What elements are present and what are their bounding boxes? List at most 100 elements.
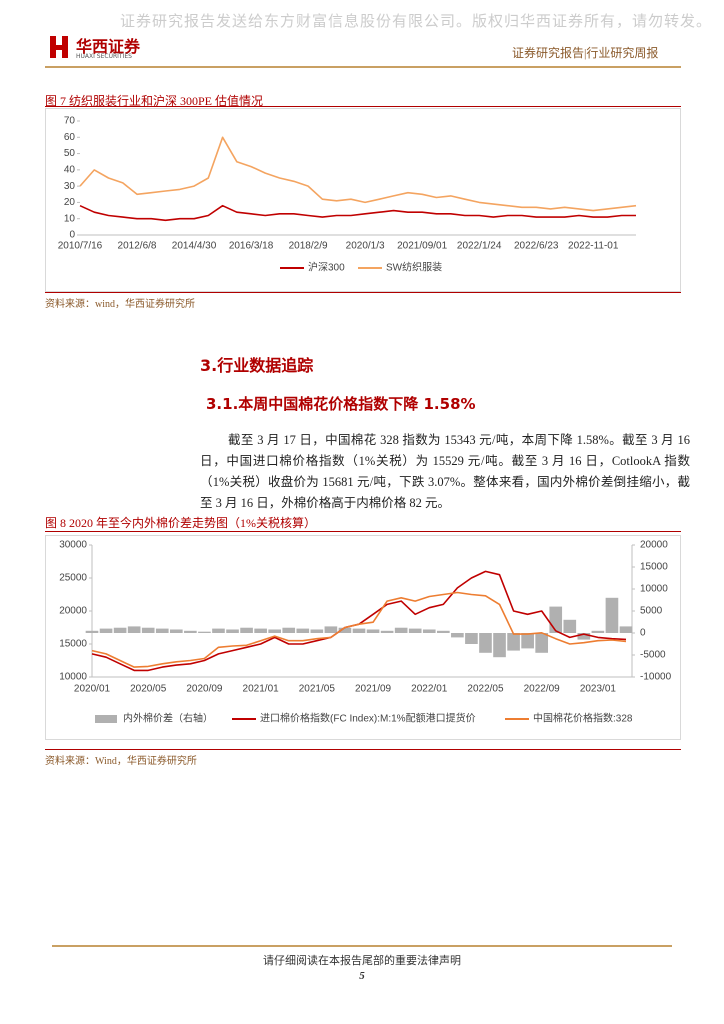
y2-tick-label: -10000 bbox=[640, 672, 672, 683]
bar bbox=[85, 630, 99, 633]
x-tick-label: 2018/2/9 bbox=[289, 241, 328, 252]
frame bbox=[45, 108, 681, 292]
series-line bbox=[79, 136, 637, 212]
bar bbox=[184, 630, 197, 633]
y2-tick-label: 5000 bbox=[640, 606, 663, 617]
y2-tick-label: 0 bbox=[640, 628, 646, 639]
bar bbox=[99, 628, 113, 633]
x-tick-label: 2020/09 bbox=[186, 684, 223, 695]
series-line bbox=[91, 570, 627, 672]
series-line bbox=[91, 591, 627, 668]
bar bbox=[451, 633, 464, 638]
x-tick-label: 2022/6/23 bbox=[514, 241, 559, 252]
bar bbox=[226, 629, 239, 633]
legend-label: 内外棉价差（右轴） bbox=[123, 712, 213, 725]
x-tick-label: 2020/01 bbox=[74, 684, 111, 695]
source: 资料来源：wind，华西证券研究所 bbox=[45, 299, 195, 310]
x-tick-label: 2016/3/18 bbox=[229, 241, 274, 252]
bar bbox=[422, 629, 436, 633]
y-tick-label: 0 bbox=[69, 230, 75, 241]
logo-cn: 华西证券 bbox=[76, 37, 141, 56]
x-tick-label: 2022/09 bbox=[524, 684, 561, 695]
bar bbox=[577, 633, 591, 640]
bar bbox=[521, 633, 534, 649]
bar bbox=[493, 633, 506, 658]
watermark: 证券研究报告发送给东方财富信息股份有限公司。版权归华西证券所有，请勿转发。 bbox=[120, 14, 713, 30]
legend-label: 进口棉价格指数(FC Index):M:1%配额港口提货价 bbox=[260, 712, 476, 725]
x-tick-label: 2022/05 bbox=[467, 684, 504, 695]
figure-caption: 图 7 纺织服装行业和沪深 300PE 估值情况 bbox=[45, 94, 264, 108]
page-number: 5 bbox=[359, 970, 365, 982]
legend-label: SW纺织服装 bbox=[386, 261, 442, 274]
y-tick-label: 20 bbox=[64, 197, 76, 208]
y-tick-label: 70 bbox=[64, 116, 76, 127]
y-tick-label: 30 bbox=[64, 181, 76, 192]
y-tick-label: 20000 bbox=[59, 606, 87, 617]
x-tick-label: 2021/09/01 bbox=[397, 241, 447, 252]
y-tick-label: 10000 bbox=[59, 672, 87, 683]
legend-swatch bbox=[95, 715, 117, 723]
bar bbox=[591, 630, 605, 633]
source: 资料来源：Wind，华西证券研究所 bbox=[45, 756, 197, 767]
bar bbox=[507, 633, 520, 651]
y2-tick-label: 20000 bbox=[640, 540, 668, 551]
x-tick-label: 2021/05 bbox=[299, 684, 336, 695]
bar bbox=[366, 629, 380, 633]
bar bbox=[155, 628, 169, 633]
bar bbox=[113, 627, 127, 633]
bar bbox=[127, 626, 141, 633]
bar bbox=[563, 619, 577, 633]
source-rule bbox=[45, 749, 681, 750]
bar bbox=[254, 628, 267, 633]
bar bbox=[296, 628, 310, 633]
bar bbox=[212, 628, 225, 633]
x-tick-label: 2010/7/16 bbox=[58, 241, 103, 252]
x-tick-label: 2020/1/3 bbox=[346, 241, 385, 252]
bar bbox=[619, 626, 633, 633]
caption-rule bbox=[45, 531, 681, 532]
source-rule bbox=[45, 292, 681, 293]
x-tick-label: 2022-11-01 bbox=[568, 241, 619, 252]
bar bbox=[240, 627, 253, 633]
bar bbox=[268, 629, 282, 633]
y-tick-label: 10 bbox=[64, 213, 76, 224]
bar bbox=[479, 633, 492, 653]
bar bbox=[465, 633, 478, 644]
y2-tick-label: -5000 bbox=[640, 650, 666, 661]
bar bbox=[198, 631, 211, 633]
bar bbox=[310, 629, 324, 633]
cotton-chart: 10000 15000 20000 25000 30000 -10000 -5000 0 500… bbox=[45, 535, 681, 740]
bar bbox=[338, 627, 352, 633]
bar bbox=[605, 597, 619, 633]
series-line bbox=[79, 204, 636, 222]
bar bbox=[352, 628, 366, 633]
y2-tick-label: 15000 bbox=[640, 562, 668, 573]
section-subtitle: 3.1.本周中国棉花价格指数下降 1.58% bbox=[206, 395, 476, 413]
pe-chart: 0 10 20 30 40 50 60 70 2010/7/16 2012/6/8 2014/4/3… bbox=[45, 108, 681, 292]
bar bbox=[535, 633, 549, 653]
legend-label: 沪深300 bbox=[308, 261, 345, 274]
header-rule bbox=[45, 66, 681, 68]
x-tick-label: 2021/09 bbox=[355, 684, 392, 695]
report-type: 证券研究报告|行业研究周报 bbox=[512, 46, 659, 60]
bar bbox=[282, 627, 296, 633]
x-tick-label: 2023/01 bbox=[580, 684, 617, 695]
figure-caption: 图 8 2020 年至今内外棉价差走势图（1%关税核算） bbox=[45, 516, 316, 530]
y-tick-label: 60 bbox=[64, 132, 76, 143]
bar bbox=[408, 628, 422, 633]
caption-rule bbox=[45, 106, 681, 107]
x-tick-label: 2014/4/30 bbox=[172, 241, 217, 252]
bar bbox=[380, 630, 394, 633]
y-tick-label: 50 bbox=[64, 148, 76, 159]
x-tick-label: 2012/6/8 bbox=[118, 241, 157, 252]
y-tick-label: 30000 bbox=[59, 540, 87, 551]
x-tick-label: 2022/01 bbox=[411, 684, 448, 695]
y-tick-label: 25000 bbox=[59, 573, 87, 584]
y-tick-label: 15000 bbox=[59, 639, 87, 650]
x-tick-label: 2020/05 bbox=[130, 684, 167, 695]
frame bbox=[45, 535, 681, 740]
bar bbox=[141, 627, 155, 633]
section-title: 3.行业数据追踪 bbox=[200, 356, 314, 375]
paragraph: 截至 3 月 17 日，中国棉花 328 指数为 15343 元/吨，本周下降 … bbox=[200, 433, 690, 510]
